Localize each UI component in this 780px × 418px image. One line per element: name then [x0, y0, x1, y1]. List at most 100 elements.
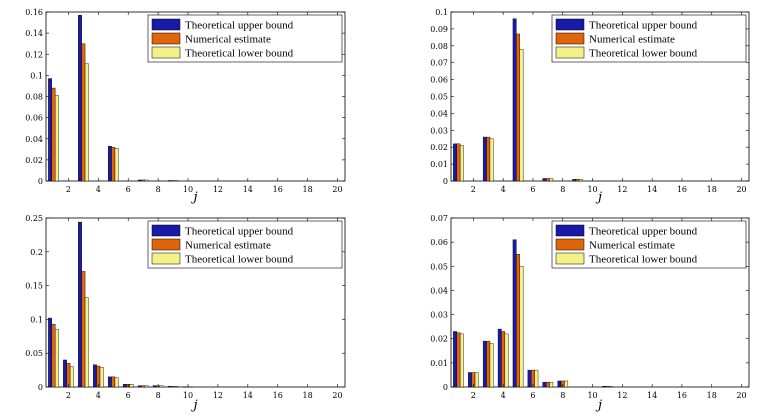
x-axis-label: j — [595, 190, 602, 205]
x-tick-label: 16 — [273, 185, 283, 194]
chart-panel-4: 0 0.01 0.02 0.03 0.04 0.05 0.06 0.07 2 4 6 8 10 12 14 1… — [430, 214, 750, 413]
bar — [519, 48, 524, 182]
bar — [152, 385, 157, 388]
legend-swatch — [555, 32, 585, 45]
y-tick-label: 0.04 — [25, 135, 43, 144]
bar — [512, 239, 517, 388]
chart-panel-1: 0 0.02 0.04 0.06 0.08 0.1 0.12 0.14 0.16 2 4 6 8 10 12… — [25, 8, 346, 205]
legend-swatch — [151, 252, 181, 265]
legend-swatch — [555, 224, 585, 237]
x-tick-label: 14 — [243, 185, 253, 194]
x-tick-label: 18 — [707, 185, 717, 194]
y-tick-label: 0.1 — [30, 71, 43, 80]
bar — [93, 364, 97, 388]
bar — [63, 359, 67, 388]
x-tick-label: 20 — [332, 391, 342, 400]
bar — [141, 385, 146, 388]
x-tick-label: 8 — [156, 391, 161, 400]
x-tick-label: 10 — [587, 391, 597, 400]
bar — [453, 143, 457, 182]
bar — [545, 381, 550, 388]
y-tick-label: 0.04 — [430, 109, 448, 118]
x-tick-label: 4 — [501, 185, 506, 194]
y-tick-label: 0.12 — [25, 50, 43, 59]
legend-box — [147, 220, 343, 269]
legend-swatch — [555, 252, 585, 265]
y-tick-label: 0 — [443, 383, 448, 392]
y-tick-label: 0.09 — [430, 25, 448, 34]
bar — [174, 386, 179, 388]
bar — [527, 369, 532, 388]
bar — [549, 178, 554, 182]
x-tick-label: 8 — [156, 185, 161, 194]
bar — [144, 179, 149, 182]
bar — [122, 384, 127, 388]
bar — [54, 95, 59, 182]
y-tick-label: 0.05 — [430, 262, 448, 271]
x-tick-label: 18 — [303, 391, 313, 400]
legend-label: Theoretical upper bound — [589, 226, 698, 238]
x-tick-label: 16 — [677, 185, 687, 194]
legend-swatch — [151, 238, 181, 251]
bar — [602, 386, 606, 388]
legend-swatch — [555, 46, 585, 59]
y-tick-label: 0.06 — [430, 76, 448, 85]
legend-swatch — [151, 18, 181, 31]
bar — [489, 138, 494, 182]
bar — [575, 179, 580, 182]
bar — [519, 266, 524, 388]
bar — [542, 178, 547, 182]
x-tick-label: 14 — [243, 391, 253, 400]
x-tick-label: 16 — [677, 391, 687, 400]
x-tick-label: 6 — [530, 391, 535, 400]
legend-label: Theoretical upper bound — [185, 20, 294, 32]
bar — [48, 78, 52, 182]
bar — [482, 340, 487, 388]
bar — [572, 179, 577, 182]
bar — [516, 33, 520, 182]
x-tick-label: 6 — [126, 185, 131, 194]
y-tick-label: 0.06 — [430, 238, 448, 247]
y-tick-label: 0.01 — [430, 160, 448, 169]
x-tick-label: 12 — [617, 391, 627, 400]
x-tick-label: 16 — [273, 391, 283, 400]
bar — [107, 376, 112, 388]
x-tick-label: 2 — [471, 185, 476, 194]
y-tick-label: 0.01 — [430, 359, 448, 368]
x-tick-label: 10 — [183, 185, 193, 194]
y-tick-label: 0.02 — [25, 156, 43, 165]
y-tick-label: 0.08 — [430, 42, 448, 51]
x-tick-label: 2 — [66, 185, 71, 194]
bar — [78, 221, 82, 388]
y-tick-label: 0.05 — [25, 349, 43, 358]
bar — [51, 323, 56, 388]
legend: Theoretical upper bound Numerical estimat… — [551, 14, 747, 63]
y-tick-label: 0.2 — [30, 248, 43, 257]
legend-swatch — [151, 32, 181, 45]
legend-label: Numerical estimate — [185, 240, 271, 252]
bar — [66, 363, 71, 388]
bar — [486, 340, 491, 388]
bar — [474, 372, 479, 388]
y-tick-label: 0.06 — [25, 114, 43, 123]
legend-label: Numerical estimate — [589, 240, 675, 252]
y-tick-label: 0.07 — [430, 59, 448, 68]
legend-swatch — [151, 46, 181, 59]
bar — [137, 385, 142, 388]
legend-swatch — [555, 238, 585, 251]
y-tick-label: 0.1 — [435, 8, 448, 17]
bar — [557, 380, 562, 388]
y-tick-label: 0 — [38, 177, 43, 186]
bar — [564, 380, 569, 388]
x-tick-label: 20 — [736, 185, 746, 194]
y-tick-label: 0.16 — [25, 8, 43, 17]
bar — [51, 87, 56, 182]
bar — [489, 343, 494, 388]
bar — [534, 369, 539, 388]
bar — [167, 386, 172, 388]
legend-label: Theoretical lower bound — [185, 48, 294, 60]
bar — [468, 372, 472, 388]
x-tick-label: 2 — [66, 391, 71, 400]
bar — [482, 136, 487, 182]
bar — [605, 386, 610, 388]
